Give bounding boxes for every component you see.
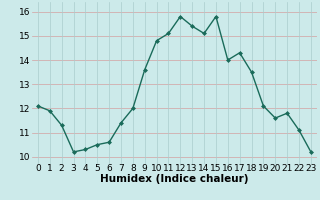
X-axis label: Humidex (Indice chaleur): Humidex (Indice chaleur) — [100, 174, 249, 184]
